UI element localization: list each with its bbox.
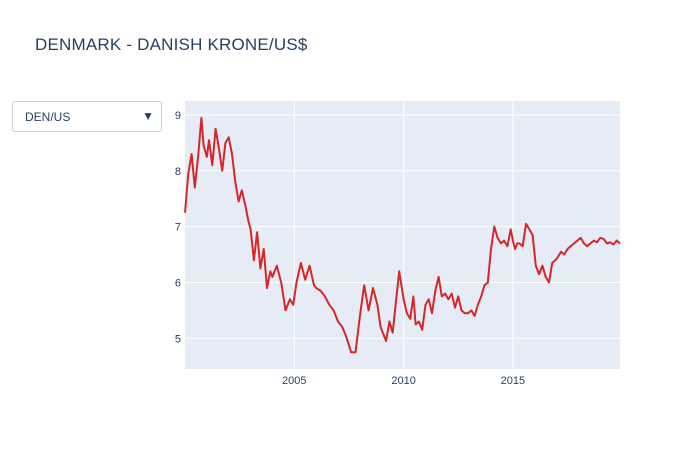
x-tick-label: 2010 [391,375,415,387]
y-tick-label: 9 [175,110,181,122]
series-line [184,116,621,354]
dropdown-selected-value: DEN/US [25,110,71,124]
grid-lines [185,101,620,369]
data-layer [184,116,621,354]
tick-labels: 5 6 7 8 9 2005 2010 2015 [175,110,525,387]
x-tick-label: 2015 [501,375,525,387]
currency-dropdown[interactable]: DEN/US ▼ [12,101,162,132]
y-tick-label: 6 [175,277,181,289]
y-tick-label: 8 [175,166,181,178]
x-tick-label: 2005 [282,375,306,387]
triangle-down-icon[interactable]: ▼ [142,109,154,123]
y-tick-label: 7 [175,222,181,234]
page-title: DENMARK - DANISH KRONE/US$ [35,35,308,54]
y-tick-label: 5 [175,333,181,345]
